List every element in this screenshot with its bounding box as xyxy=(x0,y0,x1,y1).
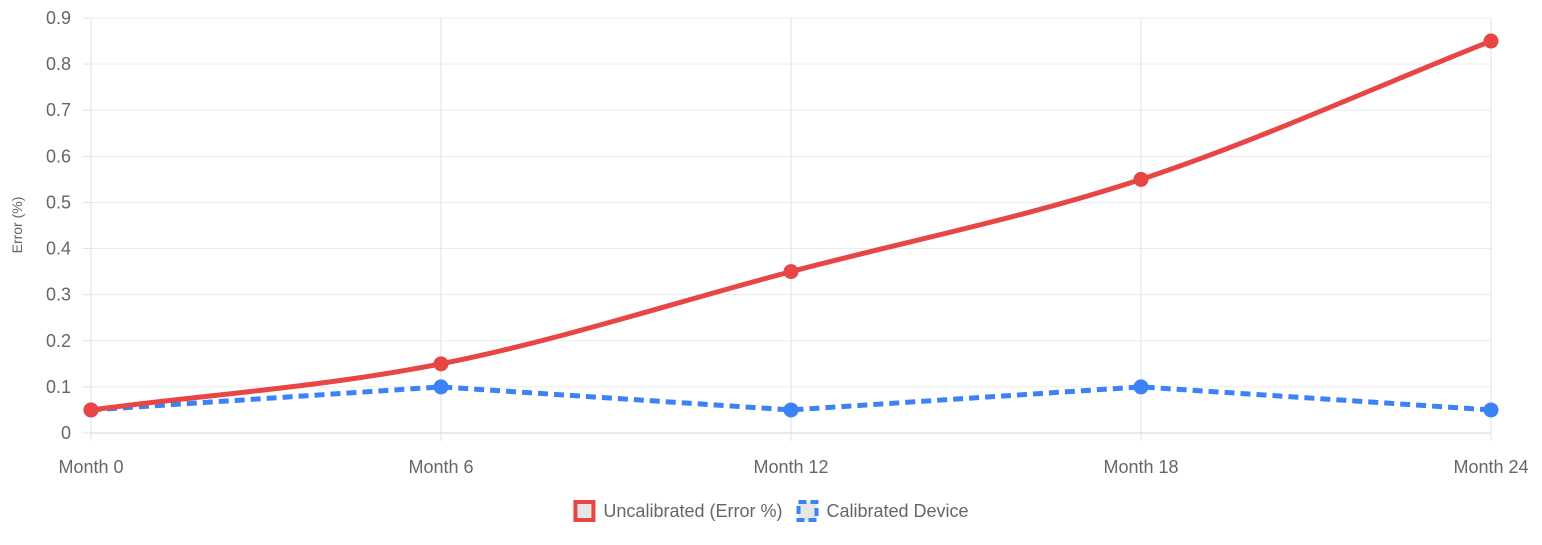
data-point-uncalibrated-error[interactable] xyxy=(433,356,449,372)
legend-label: Uncalibrated (Error %) xyxy=(603,501,782,521)
y-tick-label: 0.6 xyxy=(46,146,71,166)
data-point-uncalibrated-error[interactable] xyxy=(1133,171,1149,187)
data-point-calibrated-device[interactable] xyxy=(783,402,799,418)
y-axis-title: Error (%) xyxy=(9,197,25,254)
axis-layer: 0 0.1 0.2 0.3 0.4 0.5 0.6 0.7 0.8 0.9 Month 0 Month… xyxy=(46,8,1529,477)
y-tick-label: 0.7 xyxy=(46,100,71,120)
data-point-calibrated-device[interactable] xyxy=(433,379,449,395)
grid-layer xyxy=(90,17,1492,441)
data-point-uncalibrated-error[interactable] xyxy=(1483,33,1499,49)
data-point-calibrated-device[interactable] xyxy=(1483,402,1499,418)
legend-item-uncalibrated-error[interactable]: Uncalibrated (Error %) xyxy=(573,500,782,522)
x-tick-label: Month 24 xyxy=(1453,457,1528,477)
legend-item-calibrated-device[interactable]: Calibrated Device xyxy=(796,500,969,522)
legend-label: Calibrated Device xyxy=(826,501,968,521)
x-tick-label: Month 12 xyxy=(753,457,828,477)
legend-swatch xyxy=(796,500,819,522)
x-tick-label: Month 6 xyxy=(408,457,473,477)
y-tick-label: 0.3 xyxy=(46,285,71,305)
series-line-calibrated-device xyxy=(90,384,1492,413)
legend: Uncalibrated (Error %) Calibrated Device xyxy=(573,500,969,522)
series-layer xyxy=(83,33,1499,418)
x-tick-label: Month 18 xyxy=(1103,457,1178,477)
y-tick-label: 0.8 xyxy=(46,54,71,74)
x-tick-label: Month 0 xyxy=(58,457,123,477)
y-tick-label: 0.5 xyxy=(46,192,71,212)
legend-swatch xyxy=(573,500,596,522)
data-point-uncalibrated-error[interactable] xyxy=(83,402,99,418)
y-tick-label: 0.1 xyxy=(46,377,71,397)
y-tick-label: 0 xyxy=(61,423,71,443)
y-tick-label: 0.4 xyxy=(46,239,71,259)
data-point-uncalibrated-error[interactable] xyxy=(783,264,799,280)
y-tick-label: 0.2 xyxy=(46,331,71,351)
data-point-calibrated-device[interactable] xyxy=(1133,379,1149,395)
y-tick-label: 0.9 xyxy=(46,8,71,28)
